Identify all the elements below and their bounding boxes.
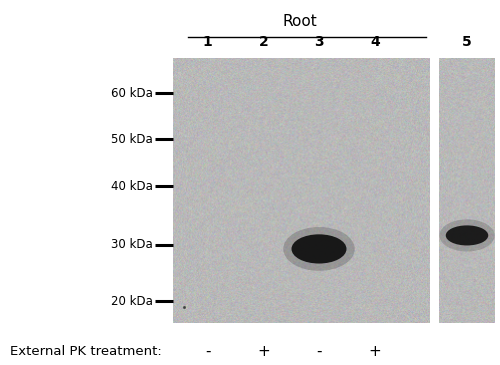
- Ellipse shape: [440, 219, 494, 251]
- Text: External PK treatment:: External PK treatment:: [10, 345, 162, 358]
- Text: 1: 1: [202, 35, 212, 49]
- Text: +: +: [257, 343, 270, 359]
- Ellipse shape: [292, 234, 346, 264]
- Text: 60 kDa: 60 kDa: [110, 87, 152, 100]
- Text: 50 kDa: 50 kDa: [111, 133, 152, 146]
- Text: 30 kDa: 30 kDa: [111, 238, 152, 251]
- Text: 3: 3: [314, 35, 324, 49]
- Text: 5: 5: [462, 35, 472, 49]
- Text: -: -: [316, 343, 322, 359]
- Ellipse shape: [283, 227, 355, 271]
- Text: 40 kDa: 40 kDa: [110, 180, 152, 193]
- Text: Root: Root: [282, 14, 318, 29]
- Text: 4: 4: [370, 35, 380, 49]
- Text: 2: 2: [258, 35, 268, 49]
- Ellipse shape: [446, 226, 488, 245]
- Text: +: +: [368, 343, 382, 359]
- Text: 20 kDa: 20 kDa: [110, 295, 152, 308]
- Text: -: -: [205, 343, 210, 359]
